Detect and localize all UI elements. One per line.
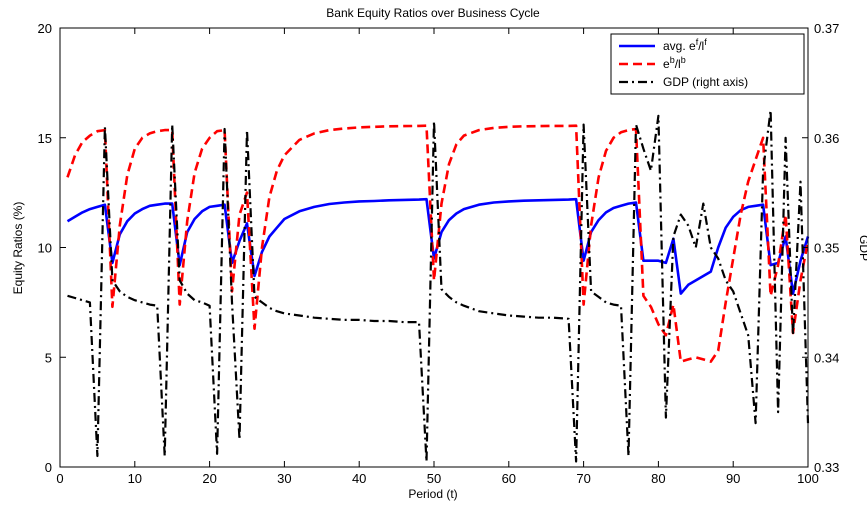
x-tick-label: 100 xyxy=(797,471,819,486)
x-tick-label: 90 xyxy=(726,471,740,486)
legend-label-eb_lb: eb/lb xyxy=(663,55,686,71)
y2-axis-label: GDP xyxy=(857,235,867,261)
y-tick-label: 10 xyxy=(38,241,52,256)
x-tick-label: 0 xyxy=(56,471,63,486)
x-tick-label: 80 xyxy=(651,471,665,486)
y2-tick-label: 0.33 xyxy=(814,460,839,475)
x-tick-label: 70 xyxy=(576,471,590,486)
legend-box xyxy=(610,33,805,95)
x-tick-label: 40 xyxy=(352,471,366,486)
y-axis-label: Equity Ratios (%) xyxy=(11,202,25,295)
series-line-avg_ef_lf xyxy=(66,197,810,295)
y2-tick-label: 0.34 xyxy=(814,350,839,365)
legend: avg. ef/lf eb/lb GDP (right axis) xyxy=(610,33,805,95)
legend-label-avg_ef_lf: avg. ef/lf xyxy=(663,37,707,53)
x-tick-label: 10 xyxy=(128,471,142,486)
y-tick-label: 20 xyxy=(38,21,52,36)
x-tick-label: 30 xyxy=(277,471,291,486)
x-tick-label: 50 xyxy=(427,471,441,486)
y2-tick-label: 0.35 xyxy=(814,241,839,256)
x-axis-label: Period (t) xyxy=(408,487,457,501)
y2-tick-label: 0.36 xyxy=(814,131,839,146)
series-line-gdp xyxy=(67,109,810,463)
x-tick-label: 60 xyxy=(502,471,516,486)
x-tick-label: 20 xyxy=(202,471,216,486)
legend-label-gdp: GDP (right axis) xyxy=(663,75,748,89)
y-tick-label: 5 xyxy=(45,350,52,365)
y-axis-right: 0.33 0.34 0.35 0.36 0.37 xyxy=(802,21,839,475)
series-line-eb_lb xyxy=(66,124,810,363)
series-layer xyxy=(66,109,810,463)
y-tick-label: 0 xyxy=(45,460,52,475)
y2-tick-label: 0.37 xyxy=(814,21,839,36)
y-axis-left: 0 5 10 15 20 xyxy=(38,21,66,475)
chart-title: Bank Equity Ratios over Business Cycle xyxy=(326,6,540,20)
y-tick-label: 15 xyxy=(38,131,52,146)
x-axis: 0 10 20 30 40 50 60 70 80 90 100 xyxy=(56,28,819,486)
